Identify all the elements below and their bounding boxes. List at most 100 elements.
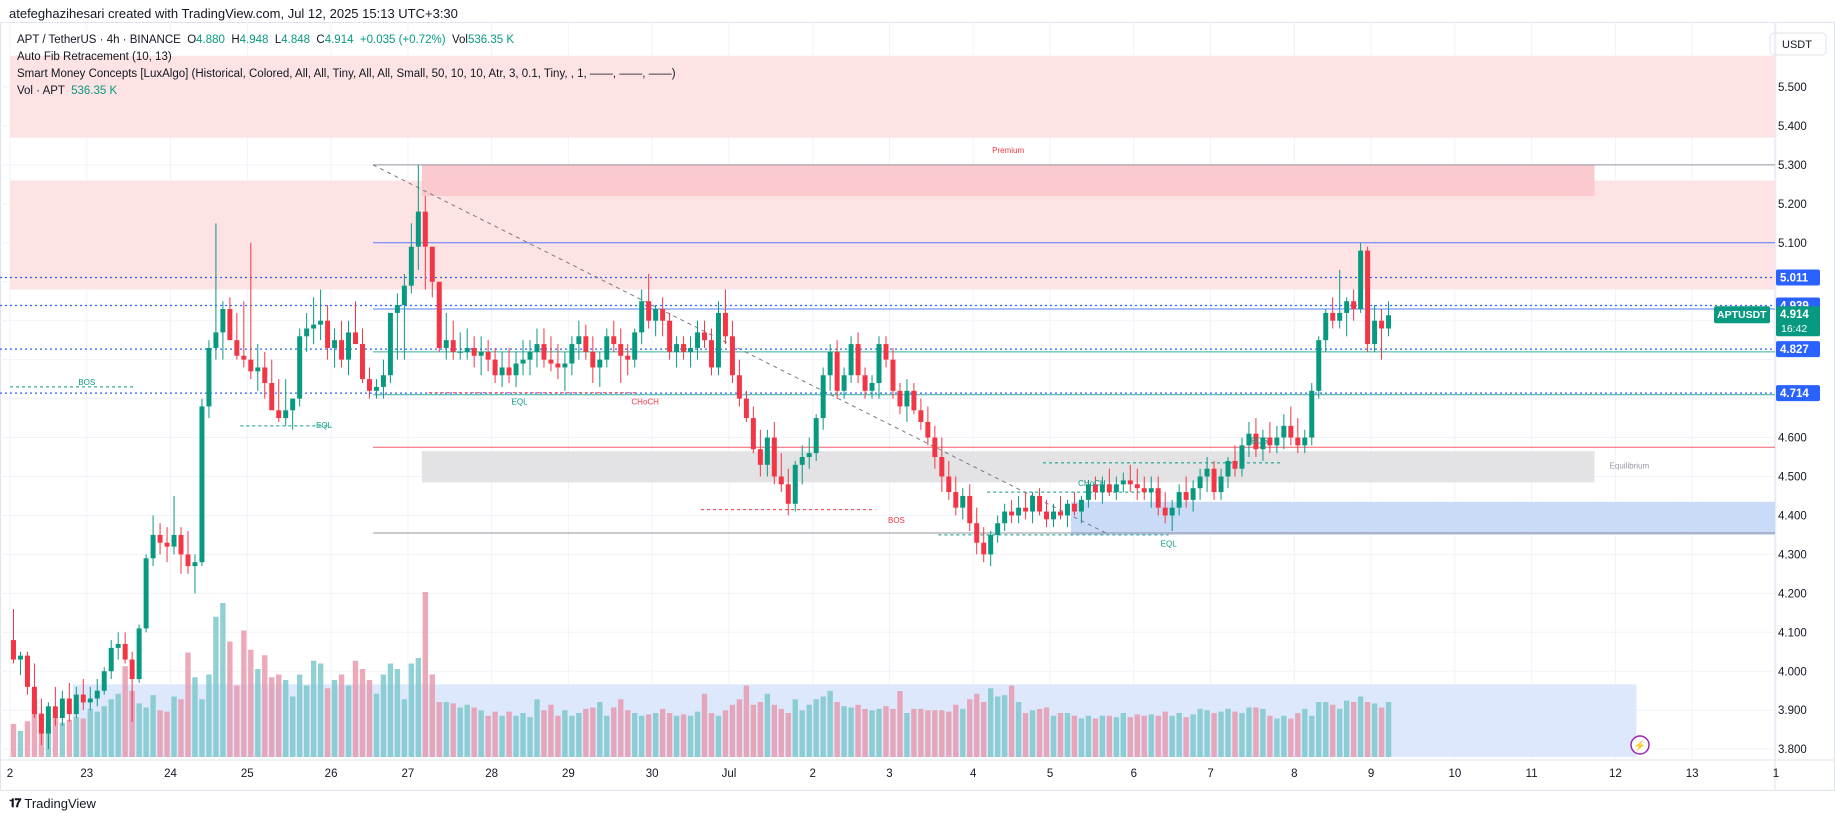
candle — [290, 398, 296, 430]
candle-body — [66, 698, 72, 715]
candle — [1092, 476, 1098, 500]
candle-body — [206, 347, 212, 407]
volume-bar — [94, 711, 100, 757]
candle-body — [576, 336, 582, 345]
volume-bar — [499, 715, 505, 757]
candle-body — [387, 312, 393, 376]
candle-body — [1246, 433, 1252, 446]
candle — [1372, 305, 1378, 352]
candle — [262, 351, 268, 399]
indicator-volume[interactable]: Vol · APT 536.35 K — [17, 85, 117, 97]
candle-body — [283, 410, 289, 419]
symbol-name[interactable]: APT / TetherUS · 4h · BINANCE — [17, 34, 181, 46]
candle — [1344, 297, 1350, 337]
volume-bar — [1357, 696, 1364, 757]
candle — [422, 196, 428, 290]
tradingview-logo[interactable]: ⁠𝟏𝟕 TradingView — [9, 796, 96, 811]
candle-body — [618, 344, 624, 356]
candle-body — [625, 355, 631, 360]
y-tick-label: 5.200 — [1778, 199, 1807, 211]
candle-body — [911, 390, 917, 411]
candle — [408, 223, 414, 294]
x-tick-label: 4 — [970, 768, 977, 780]
candle-body — [248, 359, 254, 372]
candle-body — [729, 336, 735, 376]
volume-bar — [296, 674, 303, 757]
candle — [646, 273, 652, 329]
volume-bar — [248, 649, 254, 757]
candle-body — [45, 706, 51, 734]
candle-body — [869, 383, 875, 391]
volume-bar — [960, 708, 966, 757]
candle-body — [485, 351, 491, 360]
candle-body — [464, 347, 470, 352]
candle-body — [220, 309, 226, 333]
equilibrium-zone — [421, 451, 1595, 483]
volume-bar — [331, 680, 338, 757]
volume-bar — [283, 680, 289, 757]
annotation-label: BOS — [78, 378, 95, 387]
volume-bar — [1092, 718, 1099, 757]
candle — [729, 320, 735, 384]
volume-bar — [743, 685, 750, 757]
candle-body — [129, 659, 135, 680]
candle — [953, 476, 959, 516]
candle — [827, 344, 833, 391]
candle — [1295, 418, 1301, 454]
candle-body — [1267, 437, 1273, 446]
candle-body — [883, 344, 889, 360]
candle — [220, 301, 226, 360]
candle — [1037, 488, 1043, 516]
replay-icon: ⚡ — [1630, 735, 1650, 755]
volume-bar — [17, 730, 24, 757]
candle-body — [1134, 484, 1140, 489]
candle-body — [373, 386, 379, 391]
candle-body — [611, 336, 617, 345]
candle-body — [736, 375, 742, 399]
symbol-legend[interactable]: APT / TetherUS · 4h · BINANCE O4.880 H4.… — [17, 34, 514, 46]
candle-body — [1211, 468, 1217, 493]
volume-bar — [785, 713, 791, 757]
candle-body — [981, 542, 987, 555]
candle — [450, 320, 456, 360]
candle — [1099, 476, 1105, 504]
candle — [618, 328, 624, 384]
volume-bar — [932, 710, 938, 757]
candle — [1316, 336, 1322, 399]
candle-body — [590, 351, 596, 368]
change-value: +0.035 (+0.72%) — [359, 34, 446, 46]
candle-body — [318, 320, 324, 325]
indicator-volume-value: 536.35 K — [71, 85, 118, 97]
volume-bar — [24, 721, 31, 757]
candle — [1141, 476, 1147, 500]
candle-body — [953, 492, 959, 508]
candle-body — [597, 359, 603, 368]
volume-bar — [645, 714, 652, 757]
indicator-fib[interactable]: Auto Fib Retracement (10, 13) — [17, 51, 172, 63]
candle — [688, 336, 694, 368]
volume-bar — [206, 674, 212, 757]
volume-bar — [408, 663, 415, 757]
candle — [115, 632, 121, 660]
candle — [674, 336, 680, 368]
close-value: 4.914 — [324, 34, 354, 46]
volume-bar — [1071, 715, 1078, 757]
candle — [353, 301, 358, 345]
volume-bar — [520, 713, 526, 757]
candle-body — [311, 324, 317, 329]
x-tick-label: 30 — [646, 768, 659, 780]
volume-bar — [841, 706, 847, 757]
candle-body — [199, 406, 205, 563]
volume-bar — [694, 711, 701, 757]
volume-bar — [946, 711, 952, 757]
volume-bar — [164, 711, 170, 757]
volume-bar — [436, 702, 442, 757]
candle — [841, 367, 847, 399]
candle-body — [471, 347, 477, 356]
volume-bar — [506, 711, 512, 757]
candle — [736, 359, 742, 407]
indicator-smc[interactable]: Smart Money Concepts [LuxAlgo] (Historic… — [17, 68, 676, 80]
volume-bar — [115, 693, 121, 757]
candle — [164, 527, 170, 563]
